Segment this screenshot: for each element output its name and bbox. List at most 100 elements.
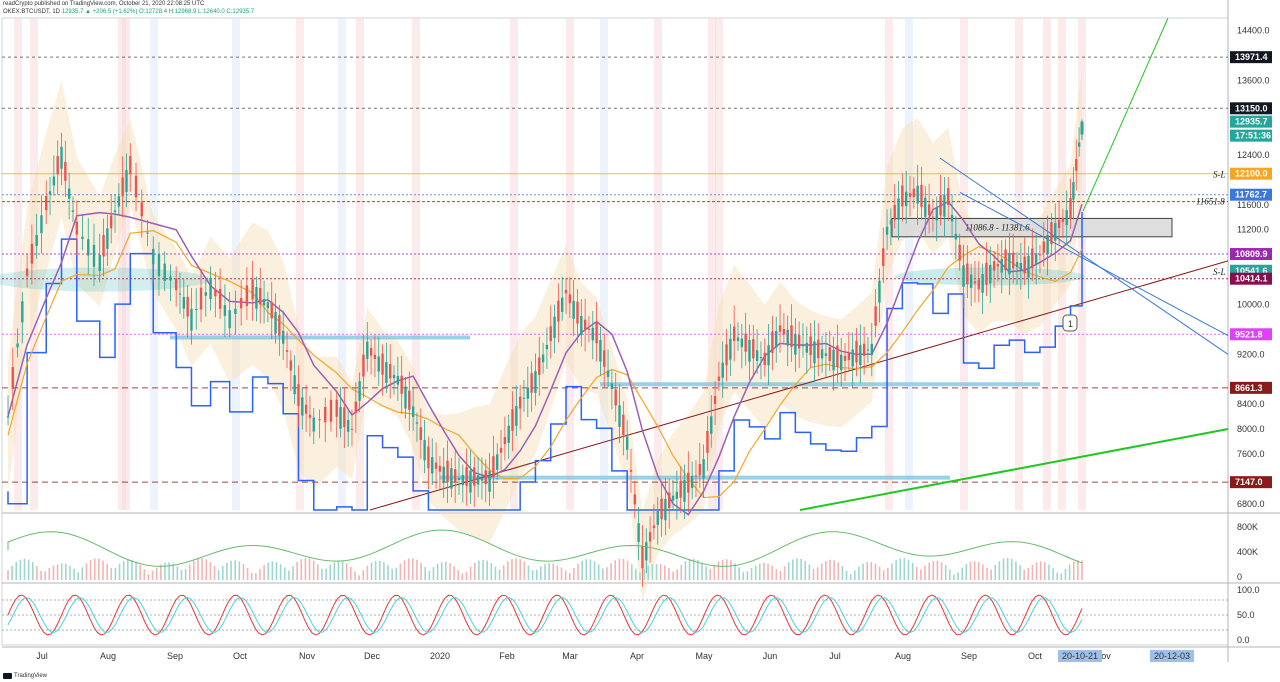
volume-bar (544, 563, 546, 580)
price-badge-label: 10414.1 (1235, 274, 1268, 284)
candle-body (778, 325, 782, 332)
candle-body (1080, 121, 1084, 135)
candle-body (484, 470, 487, 485)
volume-bar (820, 563, 823, 580)
volume-bar (585, 559, 588, 580)
volume-bar (387, 565, 389, 580)
candle-body (308, 414, 312, 418)
session-stripe (1058, 18, 1066, 510)
candle-body (473, 467, 476, 486)
volume-bar (1015, 561, 1017, 580)
candle-body (954, 233, 958, 240)
y-tick-label: 13600.0 (1237, 75, 1270, 85)
candle-body (312, 417, 315, 432)
volume-bar (858, 566, 860, 580)
candle-body (431, 457, 434, 474)
volume-bar (680, 564, 683, 580)
candle-body (392, 374, 396, 379)
candle-body (924, 197, 927, 217)
candle-body (710, 416, 713, 434)
price-badge-label: 12935.7 (1235, 117, 1268, 127)
session-stripe (600, 18, 608, 510)
x-highlight-badge (1150, 650, 1194, 662)
candle-body (656, 511, 659, 525)
volume-bar (453, 566, 455, 580)
candle-body (897, 198, 900, 220)
candle-body (293, 375, 296, 395)
volume-bar (44, 571, 46, 580)
candle-body (973, 281, 977, 284)
candle-body (557, 300, 560, 322)
candle-body (1069, 197, 1072, 219)
session-stripe (1015, 18, 1023, 510)
volume-bar (1081, 560, 1083, 580)
volume-bar (866, 562, 868, 580)
volume-bar (1031, 564, 1034, 580)
volume-bar (345, 563, 348, 580)
volume-bar (940, 562, 943, 580)
candle-body (214, 289, 217, 297)
candle-body (1042, 241, 1045, 253)
volume-tick-label: 0 (1237, 572, 1242, 582)
volume-bar (126, 559, 129, 580)
marker-balloon (1062, 314, 1078, 332)
footer: TradingView (3, 671, 47, 681)
volume-bar (432, 567, 435, 580)
volume-bar (288, 570, 290, 580)
volume-bar (98, 558, 100, 580)
volume-bar (155, 567, 158, 580)
candle-body (641, 546, 644, 569)
step-line (7, 212, 1083, 511)
candle-body (824, 353, 828, 356)
volume-bar (341, 561, 344, 580)
volume-bar (511, 559, 513, 580)
volume-bar (1039, 561, 1042, 580)
candle-body (809, 336, 812, 356)
volume-bar (188, 564, 191, 580)
sl-upper-label: S-L (1213, 170, 1226, 180)
volume-bar (151, 570, 154, 580)
volume-bar (878, 566, 881, 580)
candle-body (748, 339, 751, 362)
candle-body (255, 287, 258, 309)
session-stripe (510, 18, 518, 510)
volume-bar (692, 558, 695, 580)
candle-body (129, 156, 132, 175)
candle-body (702, 459, 705, 479)
candle-body (499, 447, 503, 453)
candle-body (587, 328, 591, 330)
x-tick-label: Jul (829, 651, 841, 661)
candle-body (595, 322, 598, 344)
volume-bar (903, 558, 906, 580)
volume-bar (709, 569, 712, 580)
volume-bar (1023, 569, 1025, 580)
candle-body (530, 373, 533, 393)
x-tick-label: Sep (167, 651, 183, 661)
candle-body (369, 347, 373, 356)
volume-bar (854, 570, 856, 580)
candle-body (633, 494, 637, 505)
candle-body (606, 370, 610, 377)
candle-body (186, 296, 189, 317)
x-tick-label: Aug (895, 651, 911, 661)
volume-bar (337, 560, 340, 580)
candle-body (480, 477, 484, 481)
volume-bar (275, 562, 278, 580)
candle-body (209, 277, 212, 300)
volume-bar (783, 566, 786, 580)
candle-body (245, 285, 249, 306)
volume-bar (201, 558, 203, 580)
y-tick-label: 9200.0 (1237, 349, 1265, 359)
candle-body (25, 268, 29, 277)
volume-bar (395, 567, 398, 580)
volume-bar (242, 564, 245, 580)
candle-body (836, 345, 839, 367)
price-badge (1230, 115, 1272, 128)
candle-body (362, 354, 365, 377)
volume-bar (568, 573, 571, 580)
x-tick-label: Jun (763, 651, 778, 661)
volume-bar (672, 571, 674, 580)
candle-body (675, 491, 679, 499)
volume-bar (787, 562, 790, 580)
